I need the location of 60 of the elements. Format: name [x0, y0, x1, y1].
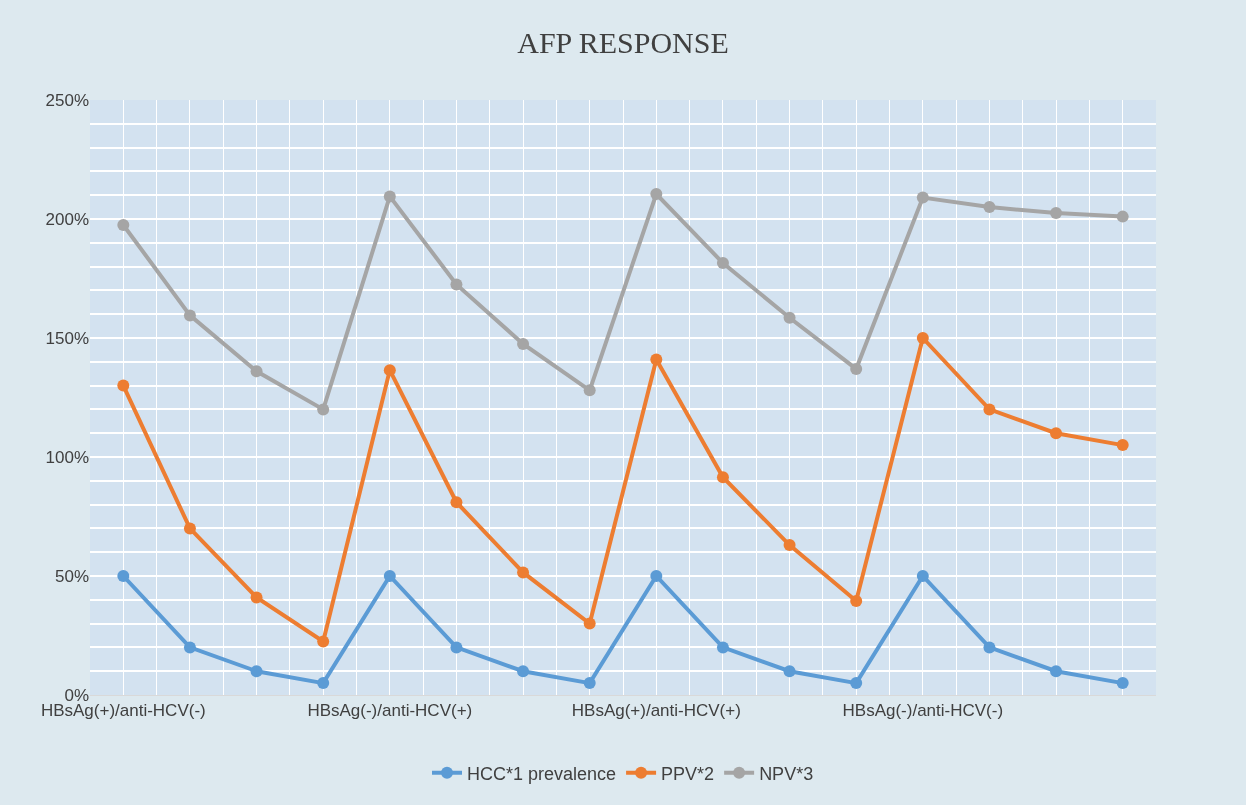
legend-label: HCC*1 prevalence	[467, 763, 617, 784]
y-tick-label: 50%	[54, 566, 89, 586]
point	[783, 665, 796, 678]
y-tick-label: 100%	[45, 447, 89, 467]
point	[450, 278, 463, 291]
point	[183, 641, 196, 654]
x-tick-label: HBsAg(-)/anti-HCV(-)	[842, 701, 1004, 721]
chart-title: AFP RESPONSE	[517, 26, 729, 60]
point	[850, 677, 863, 690]
point	[383, 570, 396, 582]
point	[517, 665, 530, 678]
point	[317, 635, 330, 648]
legend-label: NPV*3	[759, 763, 814, 784]
point	[1116, 439, 1129, 452]
point	[583, 677, 596, 690]
point	[916, 191, 929, 204]
point	[517, 337, 530, 350]
y-tick-label: 200%	[45, 209, 89, 229]
point	[1050, 207, 1063, 220]
y-tick-label: 250%	[45, 90, 89, 110]
x-tick-label: HBsAg(-)/anti-HCV(+)	[307, 701, 473, 721]
point	[383, 190, 396, 203]
point	[850, 362, 863, 375]
point	[517, 566, 530, 579]
point	[450, 641, 463, 654]
point	[983, 201, 996, 214]
point	[783, 539, 796, 552]
point	[117, 218, 130, 231]
point	[916, 332, 929, 344]
point	[1116, 677, 1129, 690]
point	[317, 677, 330, 690]
point	[383, 364, 396, 377]
point	[250, 591, 263, 604]
point	[1050, 665, 1063, 678]
point	[183, 309, 196, 322]
point	[583, 384, 596, 397]
point	[317, 403, 330, 416]
point	[716, 471, 729, 484]
point	[850, 594, 863, 607]
point	[183, 522, 196, 535]
point	[117, 379, 130, 392]
point	[250, 365, 263, 378]
point	[716, 641, 729, 654]
point	[983, 641, 996, 654]
point	[450, 496, 463, 509]
y-tick-label: 150%	[45, 328, 89, 348]
point	[117, 570, 130, 582]
point	[916, 570, 929, 582]
point	[650, 353, 663, 366]
point	[250, 665, 263, 678]
point	[1050, 427, 1063, 440]
point	[650, 188, 663, 200]
x-tick-label: HBsAg(+)/anti-HCV(+)	[571, 701, 741, 721]
point	[983, 403, 996, 416]
point	[583, 617, 596, 630]
point	[1116, 210, 1129, 223]
point	[650, 570, 663, 582]
legend-label: PPV*2	[661, 763, 715, 784]
point	[716, 257, 729, 270]
point	[783, 311, 796, 324]
